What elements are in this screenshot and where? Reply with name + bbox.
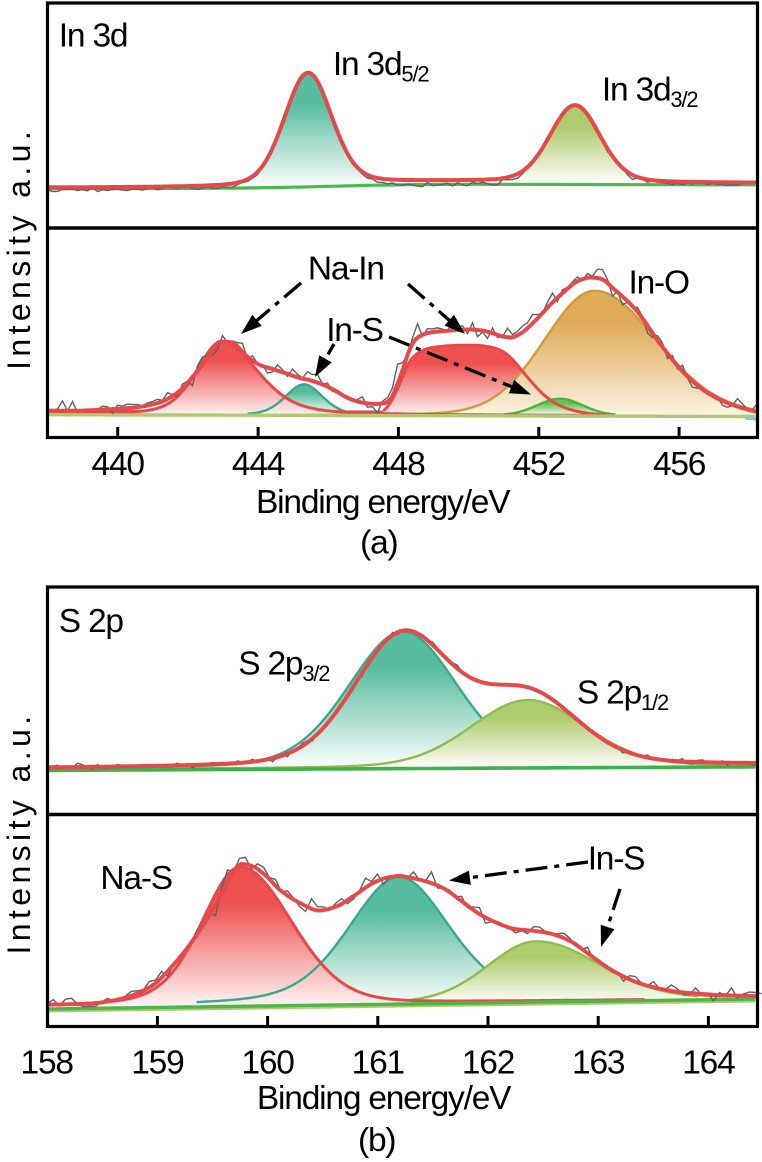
svg-text:S 2p: S 2p — [59, 603, 124, 640]
svg-text:161: 161 — [352, 1044, 404, 1081]
svg-text:(b): (b) — [358, 1122, 395, 1159]
svg-text:163: 163 — [572, 1044, 625, 1081]
svg-text:452: 452 — [513, 446, 565, 483]
svg-text:Intensity a.u.: Intensity a.u. — [1, 711, 37, 954]
svg-text:164: 164 — [682, 1044, 735, 1081]
svg-text:Binding energy/eV: Binding energy/eV — [257, 1080, 512, 1117]
svg-text:In 3d: In 3d — [59, 18, 128, 55]
svg-text:444: 444 — [232, 446, 285, 483]
svg-text:Na-In: Na-In — [308, 251, 384, 288]
svg-text:158: 158 — [21, 1044, 74, 1081]
svg-text:In-S: In-S — [326, 312, 383, 349]
svg-text:Na-S: Na-S — [100, 860, 172, 897]
svg-text:159: 159 — [131, 1044, 184, 1081]
svg-text:160: 160 — [241, 1044, 294, 1081]
svg-text:(a): (a) — [360, 525, 397, 562]
svg-text:440: 440 — [92, 446, 145, 483]
svg-text:162: 162 — [462, 1044, 514, 1081]
svg-text:In-S: In-S — [588, 840, 645, 877]
svg-text:456: 456 — [653, 446, 706, 483]
svg-text:448: 448 — [372, 446, 425, 483]
svg-text:Binding energy/eV: Binding energy/eV — [256, 484, 511, 521]
svg-text:Intensity a.u.: Intensity a.u. — [1, 127, 37, 370]
svg-text:In-O: In-O — [629, 265, 689, 302]
